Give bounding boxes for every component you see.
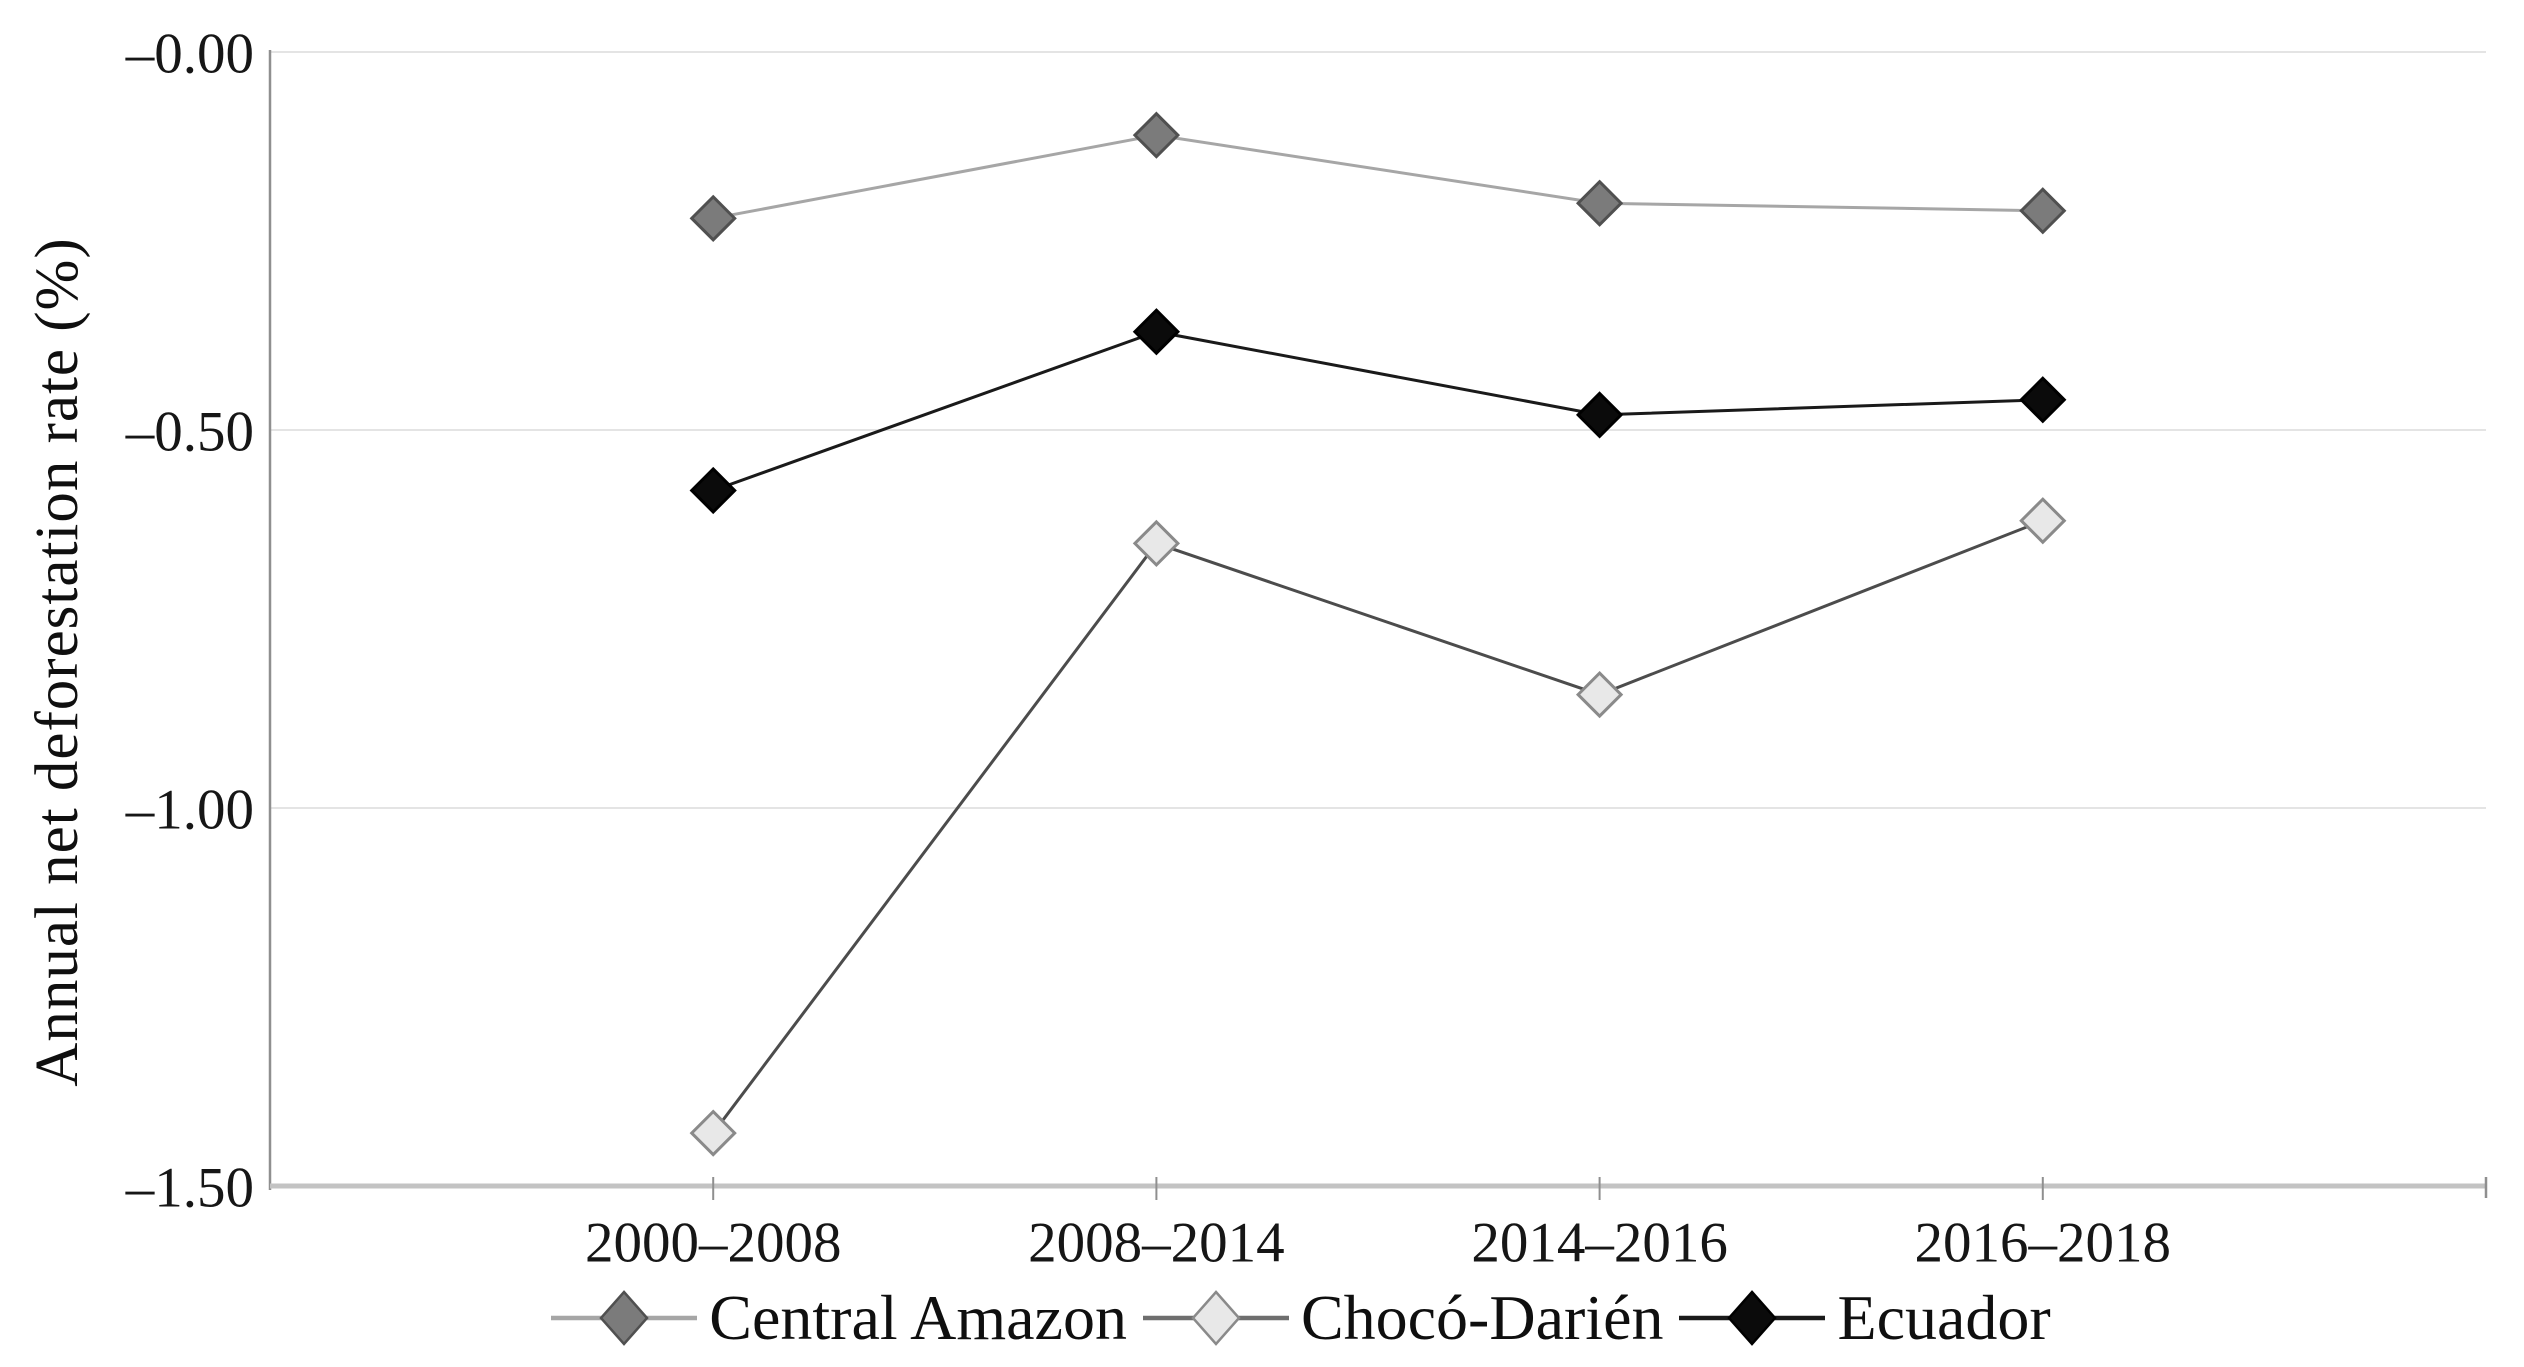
data-point-choco-darien-2014-2016 (1575, 670, 1624, 719)
y-axis-title: Annual net deforestation rate (%) (24, 237, 91, 1087)
data-point-ecuador-2014-2016 (1575, 391, 1624, 439)
legend-label-central-amazon: Central Amazon (709, 1282, 1127, 1353)
legend-label-choco-darien: Chocó-Darién (1300, 1282, 1664, 1353)
data-point-central-amazon-2016-2018 (2019, 187, 2067, 235)
series-line-choco-darien (712, 519, 2044, 1134)
data-point-choco-darien-2008-2014 (1132, 519, 1181, 568)
x-tick-label-2008-2014: 2008–2014 (1028, 1212, 1285, 1275)
diamond-icon (1727, 1290, 1778, 1346)
legend-marker-ecuador (1679, 1290, 1826, 1346)
series-line-central-amazon (712, 133, 2043, 220)
x-tick-label-2016-2018: 2016–2018 (1915, 1212, 2172, 1275)
legend-item-ecuador: Ecuador (1677, 1272, 2051, 1364)
data-point-central-amazon-2008-2014 (1132, 111, 1181, 159)
diamond-icon (1191, 1290, 1241, 1346)
y-tick-label-100: –1.00 (125, 779, 254, 842)
data-point-choco-darien-2016-2018 (2019, 497, 2067, 545)
data-point-ecuador-2016-2018 (2019, 376, 2067, 424)
data-point-central-amazon-2000-2008 (689, 194, 737, 242)
series-line-ecuador (712, 330, 2043, 492)
x-tick-label-2014-2016: 2014–2016 (1471, 1212, 1728, 1275)
chart-legend: Central Amazon Chocó-Darién Ecuador (38, 1272, 2524, 1364)
y-tick-label-150: –1.50 (125, 1157, 254, 1220)
y-tick-label-050: –0.50 (125, 401, 254, 464)
legend-marker-choco-darien (1142, 1290, 1289, 1346)
legend-label-ecuador: Ecuador (1837, 1282, 2051, 1353)
data-point-choco-darien-2000-2008 (689, 1109, 737, 1157)
diamond-icon (599, 1290, 649, 1346)
legend-marker-central-amazon (551, 1290, 698, 1346)
data-point-ecuador-2008-2014 (1132, 308, 1181, 356)
y-tick-label-000: –0.00 (125, 23, 254, 86)
legend-item-central-amazon: Central Amazon (549, 1272, 1127, 1364)
legend-item-choco-darien: Chocó-Darién (1141, 1272, 1664, 1364)
x-tick-label-2000-2008: 2000–2008 (585, 1212, 842, 1275)
data-point-ecuador-2000-2008 (689, 466, 737, 515)
data-point-central-amazon-2014-2016 (1575, 179, 1624, 227)
